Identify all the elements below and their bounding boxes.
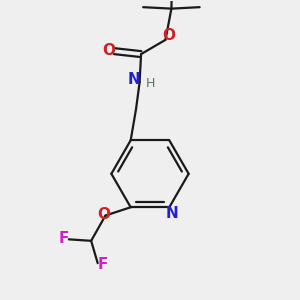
- Text: N: N: [128, 73, 141, 88]
- Text: H: H: [146, 77, 156, 90]
- Text: F: F: [59, 231, 69, 246]
- Text: N: N: [166, 206, 179, 221]
- Text: O: O: [103, 43, 116, 58]
- Text: O: O: [98, 207, 111, 222]
- Text: F: F: [97, 257, 108, 272]
- Text: O: O: [162, 28, 175, 43]
